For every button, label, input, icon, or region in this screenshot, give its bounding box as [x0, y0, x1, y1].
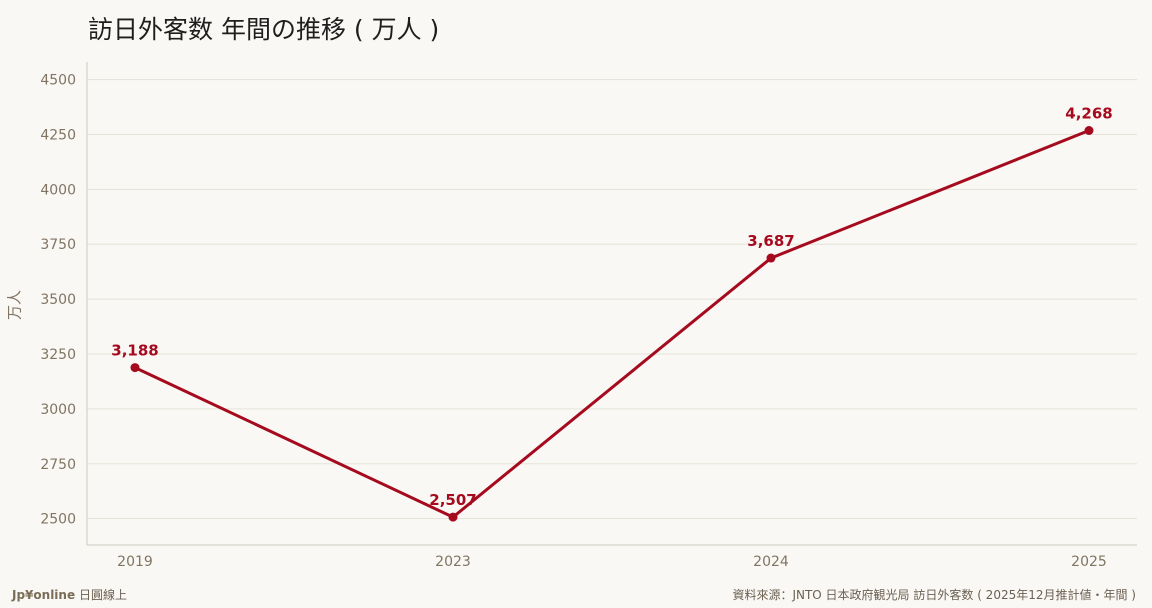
- y-tick-label: 2500: [40, 512, 76, 528]
- y-tick-label: 3500: [40, 292, 76, 308]
- brand-logo-text: Jp¥online: [12, 588, 76, 602]
- footer-brand: Jp¥online 日圓線上: [12, 586, 127, 603]
- y-tick-label: 2750: [40, 457, 76, 473]
- data-point: [448, 512, 458, 522]
- series-line: [133, 128, 1091, 519]
- y-tick-label: 3750: [40, 237, 76, 253]
- data-label: 3,188: [111, 342, 158, 360]
- data-label: 3,687: [747, 232, 794, 250]
- data-point: [766, 253, 776, 263]
- data-label: 4,268: [1065, 104, 1112, 122]
- y-tick-label: 4250: [40, 127, 76, 143]
- y-tick-label: 3250: [40, 347, 76, 363]
- x-tick-label: 2024: [753, 554, 789, 570]
- x-tick-label: 2025: [1071, 554, 1107, 570]
- data-label: 2,507: [429, 491, 476, 509]
- y-tick-label: 4500: [40, 73, 76, 89]
- brand-subtitle: 日圓線上: [78, 588, 127, 602]
- y-tick-label: 4000: [40, 182, 76, 198]
- x-tick-label: 2023: [435, 554, 471, 570]
- chart-title: 訪日外客数 年間の推移 ( 万人 ): [88, 15, 440, 44]
- x-tick-label: 2019: [117, 554, 153, 570]
- source-note: 資料來源：JNTO 日本政府観光局 訪日外客数 ( 2025年12月推計値・年間…: [732, 588, 1136, 602]
- data-point: [1084, 125, 1094, 135]
- data-point: [130, 363, 140, 373]
- y-tick-label: 3000: [40, 402, 76, 418]
